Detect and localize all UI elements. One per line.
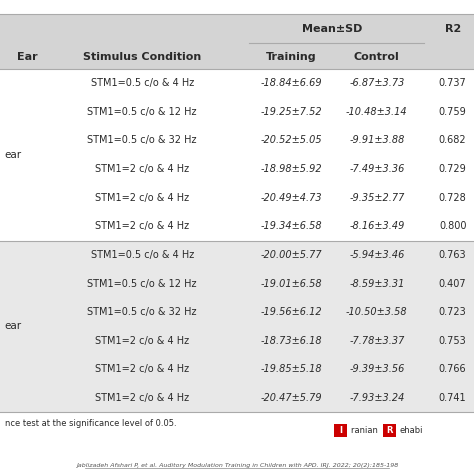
Text: -18.73±6.18: -18.73±6.18 bbox=[261, 336, 322, 346]
Bar bbox=[0, 355, 474, 384]
Text: -7.93±3.24: -7.93±3.24 bbox=[349, 393, 404, 403]
Text: 0.728: 0.728 bbox=[439, 192, 466, 202]
Text: STM1=2 c/o & 4 Hz: STM1=2 c/o & 4 Hz bbox=[95, 221, 189, 231]
Text: 0.766: 0.766 bbox=[439, 365, 466, 374]
Text: ear: ear bbox=[5, 321, 22, 331]
Text: -20.00±5.77: -20.00±5.77 bbox=[261, 250, 322, 260]
Bar bbox=[0, 14, 474, 69]
Bar bbox=[0, 269, 474, 298]
Text: 0.737: 0.737 bbox=[439, 78, 466, 88]
Text: STM1=0.5 c/o & 12 Hz: STM1=0.5 c/o & 12 Hz bbox=[87, 279, 197, 289]
Text: 0.407: 0.407 bbox=[439, 279, 466, 289]
Text: STM1=2 c/o & 4 Hz: STM1=2 c/o & 4 Hz bbox=[95, 192, 189, 202]
Text: -19.56±6.12: -19.56±6.12 bbox=[261, 307, 322, 317]
Text: 0.682: 0.682 bbox=[439, 135, 466, 146]
Text: STM1=2 c/o & 4 Hz: STM1=2 c/o & 4 Hz bbox=[95, 393, 189, 403]
Text: R2: R2 bbox=[445, 25, 461, 35]
Text: 0.800: 0.800 bbox=[439, 221, 466, 231]
Text: STM1=2 c/o & 4 Hz: STM1=2 c/o & 4 Hz bbox=[95, 336, 189, 346]
Bar bbox=[0, 97, 474, 126]
Text: -18.84±6.69: -18.84±6.69 bbox=[261, 78, 322, 88]
Text: 0.723: 0.723 bbox=[439, 307, 466, 317]
Text: ehabi: ehabi bbox=[400, 426, 423, 435]
Text: -19.01±6.58: -19.01±6.58 bbox=[261, 279, 322, 289]
Bar bbox=[383, 424, 396, 437]
Text: Training: Training bbox=[266, 52, 317, 62]
Text: -6.87±3.73: -6.87±3.73 bbox=[349, 78, 404, 88]
Text: -19.85±5.18: -19.85±5.18 bbox=[261, 365, 322, 374]
Text: -18.98±5.92: -18.98±5.92 bbox=[261, 164, 322, 174]
Text: -7.78±3.37: -7.78±3.37 bbox=[349, 336, 404, 346]
Text: STM1=2 c/o & 4 Hz: STM1=2 c/o & 4 Hz bbox=[95, 365, 189, 374]
Bar bbox=[0, 155, 474, 183]
Text: I: I bbox=[339, 426, 342, 435]
Text: ear: ear bbox=[5, 150, 22, 160]
Text: -19.25±7.52: -19.25±7.52 bbox=[261, 107, 322, 117]
Text: STM1=0.5 c/o & 12 Hz: STM1=0.5 c/o & 12 Hz bbox=[87, 107, 197, 117]
Text: -8.16±3.49: -8.16±3.49 bbox=[349, 221, 404, 231]
Text: -20.52±5.05: -20.52±5.05 bbox=[261, 135, 322, 146]
Bar bbox=[0, 212, 474, 241]
Bar bbox=[0, 384, 474, 412]
Text: STM1=0.5 c/o & 32 Hz: STM1=0.5 c/o & 32 Hz bbox=[87, 135, 197, 146]
Text: -10.48±3.14: -10.48±3.14 bbox=[346, 107, 408, 117]
Text: 0.741: 0.741 bbox=[439, 393, 466, 403]
Text: Ear: Ear bbox=[17, 52, 37, 62]
Text: Jablizadeh Afshari P, et al. Auditory Modulation Training in Children with APD. : Jablizadeh Afshari P, et al. Auditory Mo… bbox=[76, 463, 398, 468]
Text: 0.753: 0.753 bbox=[439, 336, 466, 346]
Text: -19.34±6.58: -19.34±6.58 bbox=[261, 221, 322, 231]
Bar bbox=[0, 241, 474, 269]
Text: -20.47±5.79: -20.47±5.79 bbox=[261, 393, 322, 403]
Bar bbox=[0, 183, 474, 212]
Bar bbox=[0, 126, 474, 155]
Text: STM1=0.5 c/o & 4 Hz: STM1=0.5 c/o & 4 Hz bbox=[91, 250, 194, 260]
Text: Stimulus Condition: Stimulus Condition bbox=[83, 52, 201, 62]
Text: nce test at the significance level of 0.05.: nce test at the significance level of 0.… bbox=[5, 419, 176, 428]
Text: Mean±SD: Mean±SD bbox=[301, 25, 362, 35]
Text: -9.35±2.77: -9.35±2.77 bbox=[349, 192, 404, 202]
Text: 0.759: 0.759 bbox=[439, 107, 466, 117]
Bar bbox=[0, 327, 474, 355]
Bar bbox=[334, 424, 347, 437]
Text: -20.49±4.73: -20.49±4.73 bbox=[261, 192, 322, 202]
Text: -8.59±3.31: -8.59±3.31 bbox=[349, 279, 404, 289]
Text: 0.763: 0.763 bbox=[439, 250, 466, 260]
Bar bbox=[0, 69, 474, 97]
Text: STM1=0.5 c/o & 32 Hz: STM1=0.5 c/o & 32 Hz bbox=[87, 307, 197, 317]
Text: -10.50±3.58: -10.50±3.58 bbox=[346, 307, 408, 317]
Text: STM1=0.5 c/o & 4 Hz: STM1=0.5 c/o & 4 Hz bbox=[91, 78, 194, 88]
Bar bbox=[0, 298, 474, 327]
Text: STM1=2 c/o & 4 Hz: STM1=2 c/o & 4 Hz bbox=[95, 164, 189, 174]
Text: -9.91±3.88: -9.91±3.88 bbox=[349, 135, 404, 146]
Text: 0.729: 0.729 bbox=[439, 164, 466, 174]
Text: Control: Control bbox=[354, 52, 400, 62]
Text: ranian: ranian bbox=[351, 426, 380, 435]
Text: -9.39±3.56: -9.39±3.56 bbox=[349, 365, 404, 374]
Text: R: R bbox=[386, 426, 392, 435]
Text: -5.94±3.46: -5.94±3.46 bbox=[349, 250, 404, 260]
Text: -7.49±3.36: -7.49±3.36 bbox=[349, 164, 404, 174]
